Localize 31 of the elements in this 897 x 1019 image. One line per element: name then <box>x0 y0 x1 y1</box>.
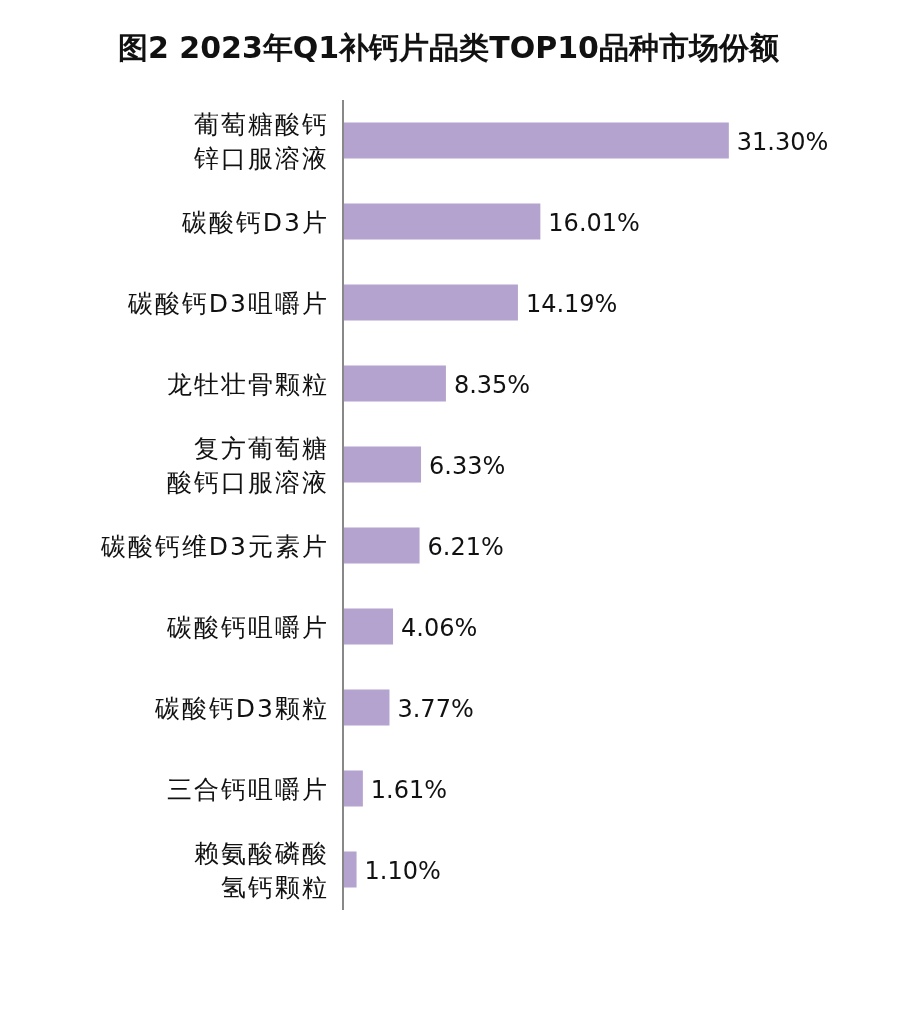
y-tick-label: 复方葡萄糖酸钙口服溶液 <box>167 433 329 497</box>
data-label: 3.77% <box>397 694 474 723</box>
bar <box>343 851 357 888</box>
data-label: 6.33% <box>429 451 506 480</box>
y-tick-label: 赖氨酸磷酸氢钙颗粒 <box>194 838 329 902</box>
data-label: 8.35% <box>453 370 531 399</box>
bar <box>343 527 420 564</box>
y-tick-label: 三合钙咀嚼片 <box>167 774 329 804</box>
bar <box>343 770 363 807</box>
y-tick-label: 碳酸钙D3咀嚼片 <box>126 288 329 318</box>
bar <box>343 689 390 726</box>
y-tick-label: 碳酸钙D3片 <box>180 207 329 237</box>
y-tick-label: 龙牡壮骨颗粒 <box>167 369 329 399</box>
bar <box>343 122 729 159</box>
bar <box>343 203 541 240</box>
y-tick-label: 碳酸钙维D3元素片 <box>99 531 329 561</box>
data-label: 31.30% <box>736 127 829 156</box>
y-tick-label: 碳酸钙咀嚼片 <box>166 612 329 642</box>
data-label: 1.10% <box>364 856 441 885</box>
bar <box>343 608 394 645</box>
data-label: 16.01% <box>548 208 640 237</box>
bar <box>343 446 422 483</box>
y-tick-label: 碳酸钙D3颗粒 <box>153 693 329 723</box>
bar <box>343 365 446 402</box>
chart-title: 图2 2023年Q1补钙片品类TOP10品种市场份额 <box>118 30 779 65</box>
y-tick-label: 葡萄糖酸钙锌口服溶液 <box>193 109 329 173</box>
bar <box>343 284 518 321</box>
data-label: 4.06% <box>401 613 478 642</box>
data-label: 1.61% <box>370 775 448 804</box>
data-label: 6.21% <box>427 532 504 561</box>
data-label: 14.19% <box>525 289 618 318</box>
